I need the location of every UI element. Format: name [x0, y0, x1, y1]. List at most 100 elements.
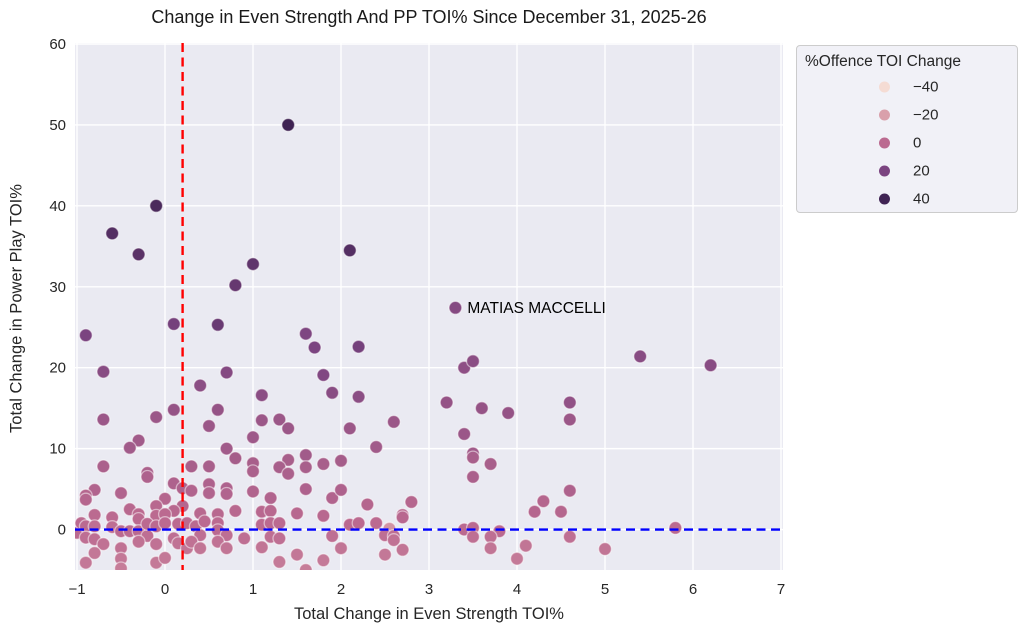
data-point [219, 365, 234, 380]
data-point [166, 402, 181, 417]
data-point [465, 529, 481, 544]
data-point [316, 367, 331, 383]
legend-item-label: −20 [913, 106, 939, 124]
legend-item: −40 [805, 73, 1007, 101]
legend-swatch-icon [879, 109, 890, 121]
data-point [483, 456, 498, 472]
data-point [201, 459, 217, 474]
data-point [254, 388, 269, 403]
legend-item-label: −40 [913, 78, 939, 96]
data-point [386, 414, 401, 429]
data-point [307, 340, 322, 355]
tick-labels: −1 0 1 2 3 4 5 6 7 0 10 20 30 40 50 60 [49, 36, 785, 598]
data-point [483, 541, 498, 556]
data-point [448, 300, 463, 315]
x-tick-label: 5 [601, 581, 609, 598]
data-point [157, 550, 173, 565]
data-point [131, 534, 146, 549]
data-point [96, 364, 111, 379]
data-point [96, 459, 111, 474]
data-point [325, 385, 340, 400]
data-point [245, 484, 261, 499]
data-point [245, 464, 261, 479]
legend-swatch-icon [879, 81, 890, 93]
data-point [369, 439, 384, 455]
data-point [254, 540, 269, 555]
data-point [193, 541, 208, 556]
data-point [351, 339, 366, 354]
data-point [149, 410, 164, 425]
data-point [474, 401, 489, 416]
data-point [333, 541, 349, 556]
data-point [272, 531, 287, 546]
data-point [298, 562, 313, 570]
data-point [395, 510, 410, 525]
data-point [87, 545, 102, 561]
data-point [193, 378, 208, 393]
data-point [219, 541, 234, 556]
data-point [263, 490, 278, 506]
data-point [298, 482, 313, 497]
data-point [509, 551, 525, 566]
data-point [527, 504, 542, 519]
y-tick-label: 50 [49, 117, 66, 134]
legend-swatch-icon [879, 193, 890, 205]
y-tick-label: 30 [49, 279, 66, 296]
gridlines [75, 43, 783, 570]
data-point [562, 483, 577, 498]
chart-title: Change in Even Strength And PP TOI% Sinc… [151, 7, 707, 27]
data-point [342, 243, 357, 258]
data-point [316, 456, 331, 472]
data-point [281, 117, 296, 132]
data-point [703, 358, 718, 373]
data-point [465, 469, 481, 484]
data-point [316, 553, 331, 568]
data-point [404, 494, 419, 510]
data-point [184, 483, 199, 498]
data-point [113, 561, 129, 570]
data-point [149, 198, 164, 213]
x-tick-label: 2 [337, 581, 345, 598]
data-point [96, 412, 111, 427]
data-point [254, 413, 269, 428]
data-point [351, 516, 366, 531]
data-point [668, 520, 683, 535]
data-point [439, 395, 454, 410]
annotation-label: MATIAS MACCELLI [467, 300, 605, 317]
y-tick-label: 0 [58, 522, 66, 539]
x-axis-label: Total Change in Even Strength TOI% [294, 605, 564, 623]
y-tick-label: 40 [49, 198, 66, 215]
data-point [228, 503, 243, 518]
x-tick-label: 1 [249, 581, 257, 598]
data-point [351, 389, 366, 404]
data-point [140, 469, 155, 484]
data-point [298, 326, 313, 341]
data-point [263, 503, 278, 518]
data-point [333, 482, 349, 497]
data-point [219, 441, 234, 456]
data-point [184, 459, 199, 474]
y-tick-label: 60 [49, 36, 66, 53]
data-point [325, 528, 340, 544]
data-point [518, 538, 533, 553]
y-axis-label: Total Change in Power Play TOI% [7, 184, 26, 433]
data-point [536, 494, 551, 509]
data-point [325, 490, 340, 506]
data-point [298, 448, 313, 463]
data-point [281, 466, 296, 481]
legend-item: 20 [805, 157, 1007, 185]
data-point [386, 533, 401, 548]
data-point [562, 412, 577, 427]
legend: %Offence TOI Change −40 −20 0 20 40 [796, 45, 1018, 213]
data-point [237, 531, 252, 546]
data-point [201, 486, 217, 501]
data-point [501, 405, 516, 421]
data-point [166, 316, 181, 332]
data-point [201, 418, 217, 434]
legend-title: %Offence TOI Change [805, 53, 961, 70]
x-tick-label: 4 [513, 581, 521, 598]
data-point [228, 451, 243, 466]
data-point [149, 537, 164, 552]
data-point [78, 555, 93, 570]
data-point [272, 412, 287, 427]
